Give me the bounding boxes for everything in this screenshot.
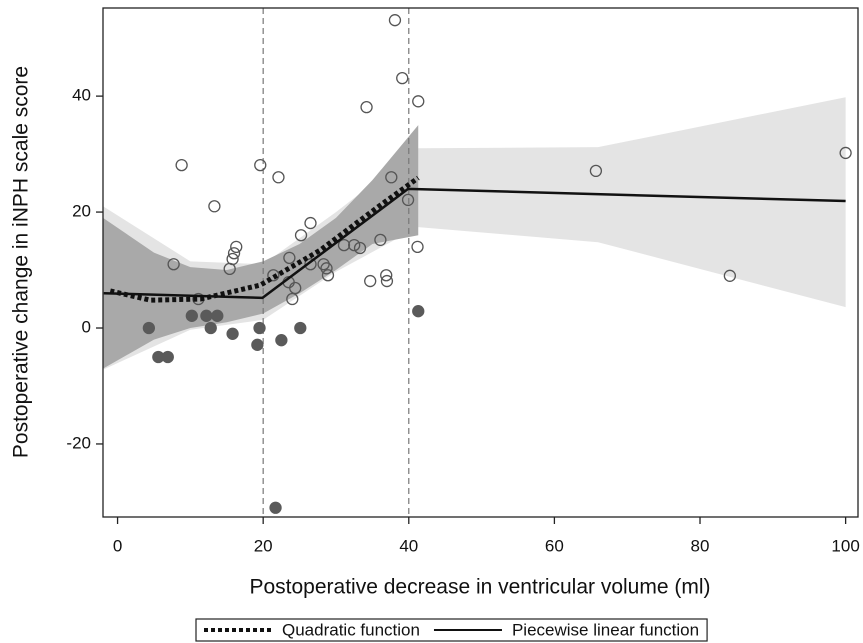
- x-tick-label: 80: [691, 536, 710, 555]
- open-point: [294, 229, 308, 242]
- open-point: [304, 258, 317, 271]
- open-point: [396, 71, 409, 85]
- x-tick-label: 60: [545, 536, 564, 555]
- open-point: [317, 258, 330, 271]
- y-axis-title: Postoperative change in iNPH scale score: [10, 66, 33, 458]
- open-point: [360, 100, 373, 114]
- legend-label: Quadratic function: [282, 620, 420, 639]
- x-tick-label: 20: [254, 536, 273, 555]
- x-tick-label: 0: [113, 536, 122, 555]
- filled-point: [269, 501, 282, 514]
- open-point: [321, 269, 335, 282]
- open-point: [374, 233, 387, 247]
- open-point: [353, 241, 367, 255]
- open-point: [411, 240, 424, 253]
- fit-line: [109, 175, 420, 303]
- open-point: [380, 269, 393, 282]
- open-point: [289, 281, 302, 295]
- open-point: [227, 247, 241, 260]
- open-point: [380, 274, 394, 288]
- open-point: [167, 258, 180, 271]
- open-point: [388, 14, 402, 27]
- open-point: [385, 171, 398, 184]
- open-point: [223, 262, 236, 276]
- filled-point: [211, 309, 224, 322]
- y-tick-label: 40: [72, 86, 91, 105]
- open-point: [267, 269, 280, 282]
- y-tick-label: 20: [72, 202, 91, 221]
- open-point: [283, 251, 296, 265]
- open-point: [304, 216, 317, 230]
- confidence-band: [103, 125, 419, 369]
- x-axis-title: Postoperative decrease in ventricular vo…: [249, 576, 710, 599]
- filled-point: [253, 321, 266, 335]
- open-point: [401, 193, 415, 207]
- legend: Quadratic function Piecewise linear funct…: [195, 618, 708, 642]
- legend-label: Piecewise linear function: [512, 620, 699, 639]
- filled-point: [142, 321, 156, 335]
- open-point: [230, 240, 243, 253]
- plot-frame: [102, 7, 859, 518]
- filled-point: [185, 309, 198, 322]
- open-point: [175, 158, 188, 172]
- open-point: [272, 171, 285, 184]
- open-point: [254, 158, 267, 172]
- open-point: [337, 238, 351, 252]
- confidence-band: [103, 97, 846, 370]
- y-tick-label: -20: [66, 433, 91, 452]
- y-tick-label: 0: [82, 317, 91, 336]
- filled-point: [275, 334, 288, 347]
- open-point: [208, 200, 221, 213]
- open-point: [286, 292, 299, 306]
- open-point: [412, 95, 425, 108]
- filled-point: [412, 305, 425, 318]
- x-tick-label: 100: [831, 536, 859, 555]
- open-point: [839, 146, 852, 160]
- filled-point: [204, 321, 217, 335]
- open-point: [589, 164, 603, 178]
- open-point: [364, 274, 377, 288]
- filled-point: [226, 327, 239, 340]
- filled-point: [251, 338, 264, 351]
- open-point: [320, 262, 333, 275]
- filled-point: [161, 350, 174, 364]
- x-tick-label: 40: [399, 536, 418, 555]
- open-point: [723, 269, 737, 282]
- filled-point: [294, 321, 307, 335]
- filled-point: [200, 309, 213, 322]
- fit-line: [103, 187, 846, 300]
- open-point: [348, 238, 361, 252]
